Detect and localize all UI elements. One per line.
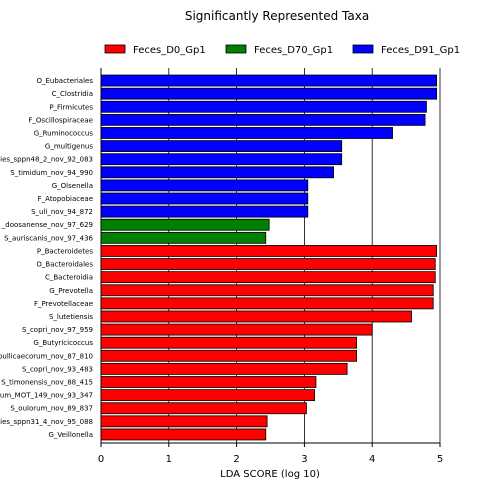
bar <box>100 376 317 388</box>
bar <box>100 245 438 257</box>
bar <box>100 218 270 231</box>
category-label: G_Butyricicoccus <box>33 339 93 347</box>
chart-title: Significantly Represented Taxa <box>185 9 369 23</box>
category-label: C_Bacteroidia <box>45 274 93 282</box>
category-label: ies_sppn31_4_nov_95_088 <box>0 418 93 426</box>
category-label: S_oulorum_nov_89_837 <box>10 405 93 413</box>
bar <box>100 205 309 218</box>
bar <box>100 231 267 244</box>
category-label: S_uli_nov_94_872 <box>31 208 93 216</box>
category-labels: O_Eubacteriales C_Clostridia P_Firmicutes F… <box>0 77 94 439</box>
x-tick-label: 5 <box>437 454 443 465</box>
category-label: _doosanense_nov_97_629 <box>1 221 93 229</box>
x-tick-label: 2 <box>233 454 239 465</box>
x-tick-label: 0 <box>98 454 104 465</box>
legend-swatch <box>104 44 126 54</box>
category-label: P_Bacteroidetes <box>37 247 93 255</box>
category-label: F_Oscillospiraceae <box>28 116 93 124</box>
bar <box>100 336 358 349</box>
bar <box>100 140 343 152</box>
category-label: G_Prevotella <box>49 287 93 295</box>
bar <box>100 100 427 113</box>
category-label: ies_sppn48_2_nov_92_083 <box>0 156 93 164</box>
bar <box>100 428 267 441</box>
legend-swatch <box>352 44 374 54</box>
bar <box>100 389 315 402</box>
category-label: S_auriscanis_nov_97_436 <box>4 234 93 242</box>
category-label: um_MOT_149_nov_93_347 <box>0 392 93 400</box>
category-label: P_Firmicutes <box>49 103 93 111</box>
bar <box>100 113 426 126</box>
bar <box>100 153 343 166</box>
bar <box>100 271 436 284</box>
bar <box>100 166 334 179</box>
bar <box>100 310 412 323</box>
x-tick-label: 1 <box>166 454 172 465</box>
bar <box>100 323 373 336</box>
category-label: C_Clostridia <box>52 90 93 98</box>
category-label: S_timidum_nov_94_990 <box>10 169 93 177</box>
legend-label: Feces_D0_Gp1 <box>133 45 206 56</box>
legend-label: Feces_D91_Gp1 <box>381 45 460 56</box>
chart-legend: Feces_D0_Gp1 Feces_D70_Gp1 Feces_D91_Gp1 <box>104 44 460 56</box>
bar-series <box>100 74 438 441</box>
category-label: O_Bacteroidales <box>36 261 93 269</box>
legend-label: Feces_D70_Gp1 <box>254 45 333 56</box>
category-label: F_Prevotellaceae <box>34 300 93 308</box>
category-label: G_Olsenella <box>52 182 93 190</box>
category-label: O_Eubacteriales <box>36 77 93 85</box>
x-tick-label: 4 <box>369 454 375 465</box>
bar <box>100 127 393 139</box>
bar <box>100 284 434 297</box>
category-label: S_lutetiensis <box>49 313 93 321</box>
category-label: G_multigenus <box>45 143 93 151</box>
bar <box>100 74 438 87</box>
bar <box>100 87 438 100</box>
category-label: S_copri_nov_97_959 <box>22 326 93 334</box>
bar <box>100 402 307 415</box>
bar <box>100 415 268 428</box>
category-label: F_Atopobiaceae <box>38 195 93 203</box>
legend-swatch <box>225 44 247 54</box>
category-label: S_copri_nov_93_483 <box>22 365 93 373</box>
bar <box>100 179 309 192</box>
bar <box>100 297 434 310</box>
category-label: pullicaecorum_nov_87_810 <box>0 352 93 360</box>
bar <box>100 192 309 205</box>
bar <box>100 258 436 270</box>
x-tick-label: 3 <box>301 454 307 465</box>
x-axis-title: LDA SCORE (log 10) <box>220 469 320 480</box>
x-axis-ticks: 0 1 2 3 4 5 <box>98 443 443 465</box>
bar <box>100 363 348 375</box>
category-label: G_Ruminococcus <box>34 129 94 137</box>
bar <box>100 349 358 362</box>
category-label: G_Veillonella <box>48 431 93 439</box>
category-label: S_timonensis_nov_88_415 <box>1 379 93 387</box>
